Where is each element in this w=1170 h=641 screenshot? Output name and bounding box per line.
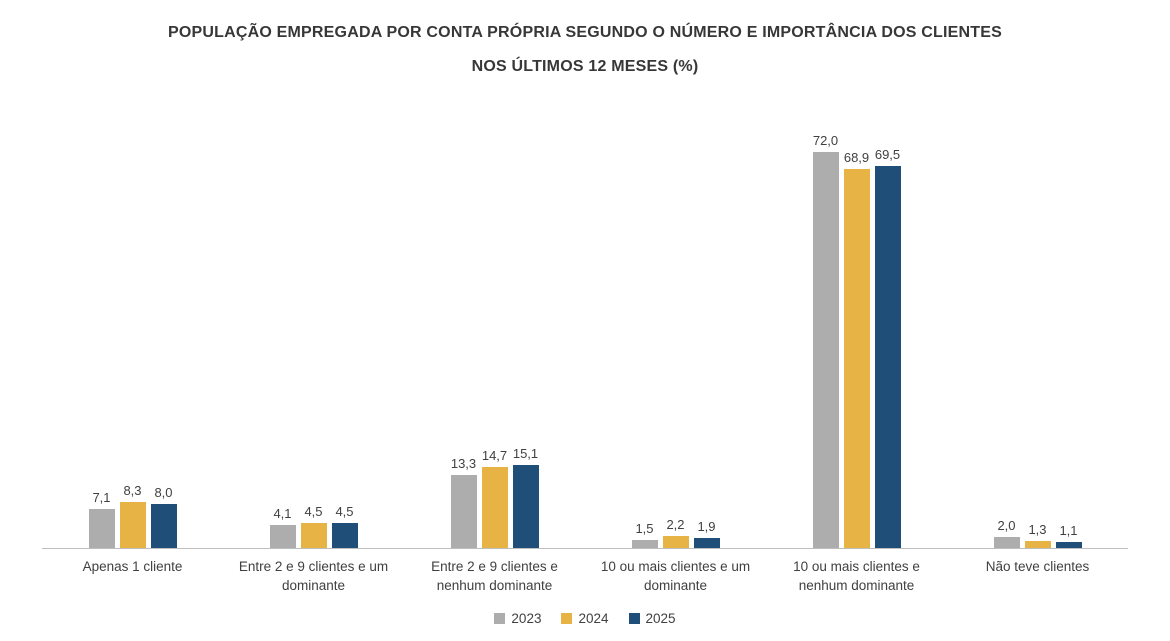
bar-cell: 8,0 [150,485,177,548]
bar-2024 [662,536,689,548]
legend-item-2025: 2025 [628,611,676,626]
bar-2023 [269,525,296,548]
bar-2025 [693,538,720,548]
legend-label: 2024 [578,611,609,626]
bar-group: 13,3 14,7 15,1 [450,108,539,548]
bar-2025 [512,465,539,548]
bar-2025 [150,504,177,548]
bar-cell: 14,7 [481,448,508,548]
value-label: 4,1 [273,506,292,521]
bar-2025 [1055,542,1082,548]
value-label: 1,5 [635,521,654,536]
category-label: Não teve clientes [985,559,1090,574]
legend-item-2024: 2024 [561,611,609,626]
bar-2023 [450,475,477,548]
bar-cell: 7,1 [88,490,115,548]
legend-item-2023: 2023 [494,611,541,626]
value-label: 1,9 [697,519,716,534]
bar-2023 [993,537,1020,548]
bar-cell: 68,9 [843,150,870,548]
bar-cell: 15,1 [512,446,539,548]
category-label: 10 ou mais clientes e um dominante [600,559,751,593]
category-label: Apenas 1 cliente [82,559,183,574]
bar-cell: 1,5 [631,521,658,548]
category-label: Entre 2 e 9 clientes e nenhum dominante [431,559,558,593]
x-axis-line [42,548,1128,549]
value-label: 8,0 [154,485,173,500]
category-labels-row: Apenas 1 cliente Entre 2 e 9 clientes e u… [42,557,1128,595]
value-label: 4,5 [304,504,323,519]
legend-swatch-icon [628,613,640,624]
value-label: 68,9 [843,150,870,165]
value-label: 1,1 [1059,523,1078,538]
category-label: 10 ou mais clientes e nenhum dominante [793,559,920,593]
bar-2024 [481,467,508,548]
value-label: 7,1 [92,490,111,505]
bar-cell: 1,1 [1055,523,1082,548]
value-label: 1,3 [1028,522,1047,537]
value-label: 14,7 [481,448,508,463]
legend-swatch-icon [494,613,506,624]
bar-2025 [331,523,358,548]
bar-group: 72,0 68,9 69,5 [812,108,901,548]
bar-group: 2,0 1,3 1,1 [993,108,1082,548]
chart-legend: 2023 2024 2025 [0,611,1170,626]
legend-label: 2025 [645,611,676,626]
value-label: 2,2 [666,517,685,532]
value-label: 8,3 [123,483,142,498]
bar-cell: 4,1 [269,506,296,548]
chart-title: POPULAÇÃO EMPREGADA POR CONTA PRÓPRIA SE… [0,0,1170,84]
chart-title-line2: NOS ÚLTIMOS 12 MESES (%) [471,58,699,75]
bar-cell: 2,2 [662,517,689,548]
bar-2024 [1024,541,1051,548]
bar-groups: 7,1 8,3 8,0 4,1 4,5 4,5 13,3 14,7 15,1 1,5 2,2 1,9 7… [42,108,1128,548]
bar-group: 1,5 2,2 1,9 [631,108,720,548]
bar-cell: 2,0 [993,518,1020,548]
value-label: 72,0 [812,133,839,148]
bar-cell: 13,3 [450,456,477,548]
value-label: 2,0 [997,518,1016,533]
bar-2023 [88,509,115,548]
bar-cell: 1,9 [693,519,720,548]
bar-cell: 4,5 [331,504,358,548]
bar-group: 7,1 8,3 8,0 [88,108,177,548]
legend-swatch-icon [561,613,573,624]
bar-2024 [119,502,146,548]
bar-chart-plot-area: 7,1 8,3 8,0 4,1 4,5 4,5 13,3 14,7 15,1 1,5 2,2 1,9 7… [42,108,1128,549]
bar-2023 [631,540,658,548]
bar-2023 [812,152,839,548]
category-label: Entre 2 e 9 clientes e um dominante [238,559,389,593]
value-label: 4,5 [335,504,354,519]
bar-cell: 72,0 [812,133,839,548]
legend-label: 2023 [511,611,542,626]
bar-2025 [874,166,901,548]
value-label: 15,1 [512,446,539,461]
bar-group: 4,1 4,5 4,5 [269,108,358,548]
bar-2024 [843,169,870,548]
bar-cell: 1,3 [1024,522,1051,548]
value-label: 69,5 [874,147,901,162]
bar-cell: 69,5 [874,147,901,548]
bar-cell: 4,5 [300,504,327,548]
bar-2024 [300,523,327,548]
chart-title-line1: POPULAÇÃO EMPREGADA POR CONTA PRÓPRIA SE… [167,24,1003,41]
bar-cell: 8,3 [119,483,146,548]
value-label: 13,3 [450,456,477,471]
